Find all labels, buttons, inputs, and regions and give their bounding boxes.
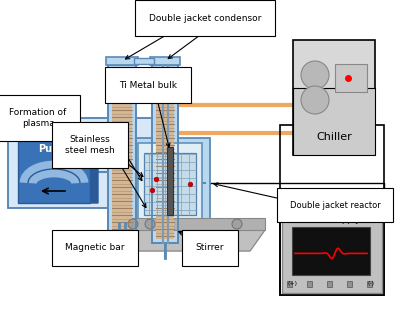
- Text: Double jacket condensor: Double jacket condensor: [149, 14, 261, 23]
- Circle shape: [232, 219, 242, 229]
- Text: Power supply: Power supply: [304, 214, 360, 224]
- Text: Ti Metal bulk: Ti Metal bulk: [119, 80, 177, 89]
- Text: Double jacket reactor: Double jacket reactor: [290, 201, 380, 210]
- Polygon shape: [18, 133, 98, 141]
- Bar: [287, 281, 292, 287]
- Circle shape: [128, 219, 138, 229]
- FancyBboxPatch shape: [335, 64, 367, 92]
- Text: Magnetic bar: Magnetic bar: [65, 244, 125, 253]
- FancyBboxPatch shape: [292, 227, 370, 275]
- FancyBboxPatch shape: [112, 69, 132, 239]
- FancyBboxPatch shape: [293, 40, 375, 155]
- FancyBboxPatch shape: [108, 65, 136, 243]
- Circle shape: [301, 61, 329, 89]
- Polygon shape: [90, 133, 98, 203]
- FancyBboxPatch shape: [144, 153, 196, 215]
- Bar: [167, 147, 173, 215]
- FancyBboxPatch shape: [134, 58, 154, 64]
- FancyBboxPatch shape: [150, 57, 180, 65]
- FancyBboxPatch shape: [8, 118, 163, 208]
- FancyBboxPatch shape: [152, 65, 178, 243]
- Text: (-): (-): [368, 281, 375, 286]
- Text: Chiller: Chiller: [316, 132, 352, 142]
- FancyBboxPatch shape: [156, 69, 174, 239]
- Circle shape: [301, 86, 329, 114]
- FancyBboxPatch shape: [18, 141, 90, 203]
- Bar: [327, 281, 332, 287]
- Text: (+): (+): [287, 281, 297, 286]
- Text: Pump: Pump: [38, 144, 70, 154]
- FancyBboxPatch shape: [293, 88, 375, 155]
- Text: Stirrer: Stirrer: [196, 244, 224, 253]
- Text: Stainless
steel mesh: Stainless steel mesh: [65, 135, 115, 155]
- FancyBboxPatch shape: [106, 57, 138, 65]
- FancyBboxPatch shape: [282, 213, 382, 293]
- Bar: [307, 281, 312, 287]
- Bar: [367, 281, 372, 287]
- FancyBboxPatch shape: [130, 138, 210, 228]
- FancyBboxPatch shape: [115, 218, 265, 230]
- Circle shape: [145, 219, 155, 229]
- Bar: [347, 281, 352, 287]
- Text: Formation of
plasma: Formation of plasma: [9, 108, 67, 128]
- FancyBboxPatch shape: [138, 143, 202, 223]
- Polygon shape: [115, 230, 265, 251]
